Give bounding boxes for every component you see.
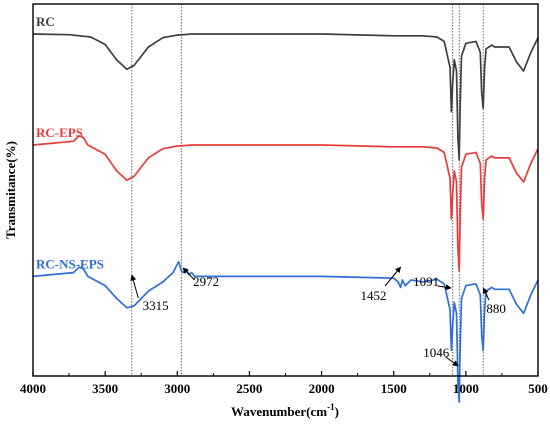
annotation-arrow — [482, 287, 490, 301]
x-axis-title-sup: -1 — [327, 402, 335, 412]
annotation-arrow — [182, 267, 195, 281]
series-line-rc — [32, 33, 539, 161]
annotation-arrow — [384, 266, 402, 287]
series-label-rc-eps: RC-EPS — [36, 125, 83, 140]
series-line-rc-eps — [32, 134, 539, 272]
x-tick-label: 500 — [528, 381, 548, 396]
x-tick-label: 4000 — [20, 381, 46, 396]
annotation-label: 1046 — [423, 345, 450, 360]
y-axis-title: Transmitance(%) — [3, 141, 18, 239]
annotation-label: 1091 — [413, 274, 439, 289]
peak-annotations: 3315 2972 1452 1091 880 1046 — [130, 266, 506, 367]
reference-lines — [131, 4, 484, 376]
x-tick-label: 2500 — [236, 381, 262, 396]
x-tick-label: 3500 — [92, 381, 118, 396]
spectra — [32, 33, 539, 403]
annotation-arrow — [445, 356, 459, 367]
x-tick-label: 2000 — [309, 381, 335, 396]
series-line-rc-ns-eps — [32, 260, 539, 403]
annotation-label: 1452 — [361, 288, 387, 303]
series-label-rc-ns-eps: RC-NS-EPS — [36, 256, 104, 271]
x-tick-label: 1000 — [453, 381, 479, 396]
series-label-rc: RC — [36, 14, 55, 29]
annotation-label: 3315 — [143, 298, 169, 313]
annotation-arrow — [130, 274, 139, 299]
series-labels: RC RC-EPS RC-NS-EPS — [36, 14, 104, 271]
annotation-arrow — [437, 284, 452, 291]
x-axis: 4000 3500 3000 2500 2000 1500 1000 500 — [20, 371, 548, 396]
annotation-label: 880 — [486, 301, 506, 316]
x-axis-title-main: Wavenumber(cm — [231, 404, 327, 419]
x-tick-label: 1500 — [381, 381, 407, 396]
annotation-label: 2972 — [193, 274, 219, 289]
x-axis-title-end: ) — [335, 404, 339, 419]
x-axis-title: Wavenumber(cm-1) — [231, 402, 339, 419]
x-tick-label: 3000 — [164, 381, 190, 396]
